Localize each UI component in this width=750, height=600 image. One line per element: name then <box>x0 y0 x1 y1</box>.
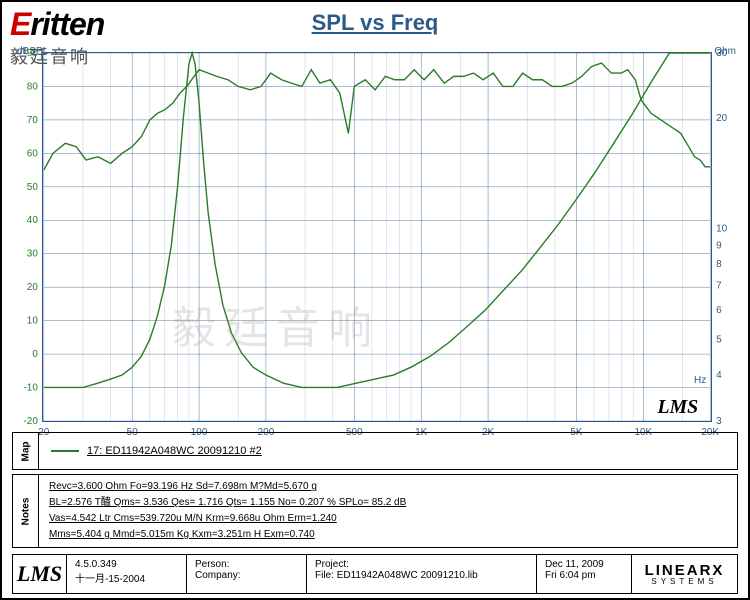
svg-text:20: 20 <box>716 113 728 124</box>
svg-text:50: 50 <box>27 182 39 193</box>
legend-label: 17: ED11942A048WC 20091210 #2 <box>87 445 262 457</box>
svg-text:4: 4 <box>716 370 722 381</box>
svg-text:-20: -20 <box>23 416 38 427</box>
svg-text:60: 60 <box>27 148 39 159</box>
svg-text:Hz: Hz <box>694 375 706 386</box>
footer-version-text: 4.5.0.349 <box>75 559 178 570</box>
footer-person-company: Person: Company: <box>187 555 307 593</box>
brand2: SYSTEMS <box>651 578 717 586</box>
footer-brand: LINEARX SYSTEMS <box>632 555 737 593</box>
svg-text:70: 70 <box>27 115 39 126</box>
logo-accent: E <box>10 6 30 42</box>
footer: LMS 4.5.0.349 十一月-15-2004 Person: Compan… <box>12 554 738 594</box>
svg-text:3: 3 <box>716 416 722 427</box>
footer-version: 4.5.0.349 十一月-15-2004 <box>67 555 187 593</box>
svg-text:30: 30 <box>27 249 39 260</box>
notes-tab: Notes <box>13 475 39 547</box>
svg-text:9: 9 <box>716 240 722 251</box>
chart-svg: 20501002005001K2K5K10K20K-20-10010203040… <box>43 53 711 421</box>
notes-box: Notes Revc=3.600 Ohm Fo=93.196 Hz Sd=7.6… <box>12 474 738 548</box>
chart-area: 20501002005001K2K5K10K20K-20-10010203040… <box>42 52 712 422</box>
date-value: Dec 11, 2009 <box>545 559 623 570</box>
svg-text:5: 5 <box>716 334 722 345</box>
app-frame: Eritten 毅廷音响 SPL vs Freq dBSPL Ohm 20501… <box>0 0 750 600</box>
file-label: File: <box>315 570 334 581</box>
legend-tab: Map <box>13 433 39 469</box>
svg-text:8: 8 <box>716 259 722 270</box>
svg-text:40: 40 <box>27 215 39 226</box>
svg-text:10: 10 <box>27 316 39 327</box>
person-label: Person: <box>195 559 229 570</box>
svg-text:LMS: LMS <box>656 396 698 418</box>
logo-text: ritten <box>30 6 104 42</box>
notes-line: Vas=4.542 Ltr Cms=539.720u M/N Krm=9.668… <box>49 511 727 527</box>
legend-line-icon <box>51 450 79 452</box>
svg-text:30: 30 <box>716 48 728 59</box>
notes-line: BL=2.576 T醠 Qms= 3.536 Qes= 1.716 Qts= 1… <box>49 495 727 511</box>
file-value: ED11942A048WC 20091210.lib <box>337 570 478 581</box>
legend-box: Map 17: ED11942A048WC 20091210 #2 <box>12 432 738 470</box>
svg-text:90: 90 <box>27 48 39 59</box>
footer-date: Dec 11, 2009 Fri 6:04 pm <box>537 555 632 593</box>
footer-project: Project: File: ED11942A048WC 20091210.li… <box>307 555 537 593</box>
svg-text:7: 7 <box>716 281 722 292</box>
notes-tab-label: Notes <box>20 497 31 525</box>
svg-text:0: 0 <box>32 349 38 360</box>
time-value: Fri 6:04 pm <box>545 570 623 581</box>
legend-tab-label: Map <box>20 441 31 461</box>
legend-content: 17: ED11942A048WC 20091210 #2 <box>39 433 737 469</box>
svg-text:10: 10 <box>716 224 728 235</box>
footer-lms: LMS <box>13 555 67 593</box>
svg-text:-10: -10 <box>23 383 38 394</box>
svg-text:80: 80 <box>27 81 39 92</box>
footer-date-note: 十一月-15-2004 <box>75 570 178 585</box>
notes-line: Mms=5.404 g Mmd=5.015m Kg Kxm=3.251m H E… <box>49 527 727 543</box>
chart-title: SPL vs Freq <box>312 10 439 36</box>
notes-line: Revc=3.600 Ohm Fo=93.196 Hz Sd=7.698m M?… <box>49 479 727 495</box>
svg-text:6: 6 <box>716 305 722 316</box>
notes-content: Revc=3.600 Ohm Fo=93.196 Hz Sd=7.698m M?… <box>39 475 737 547</box>
company-label: Company: <box>195 570 241 581</box>
svg-text:20: 20 <box>27 282 39 293</box>
project-label: Project: <box>315 559 528 570</box>
brand1: LINEARX <box>645 563 725 578</box>
